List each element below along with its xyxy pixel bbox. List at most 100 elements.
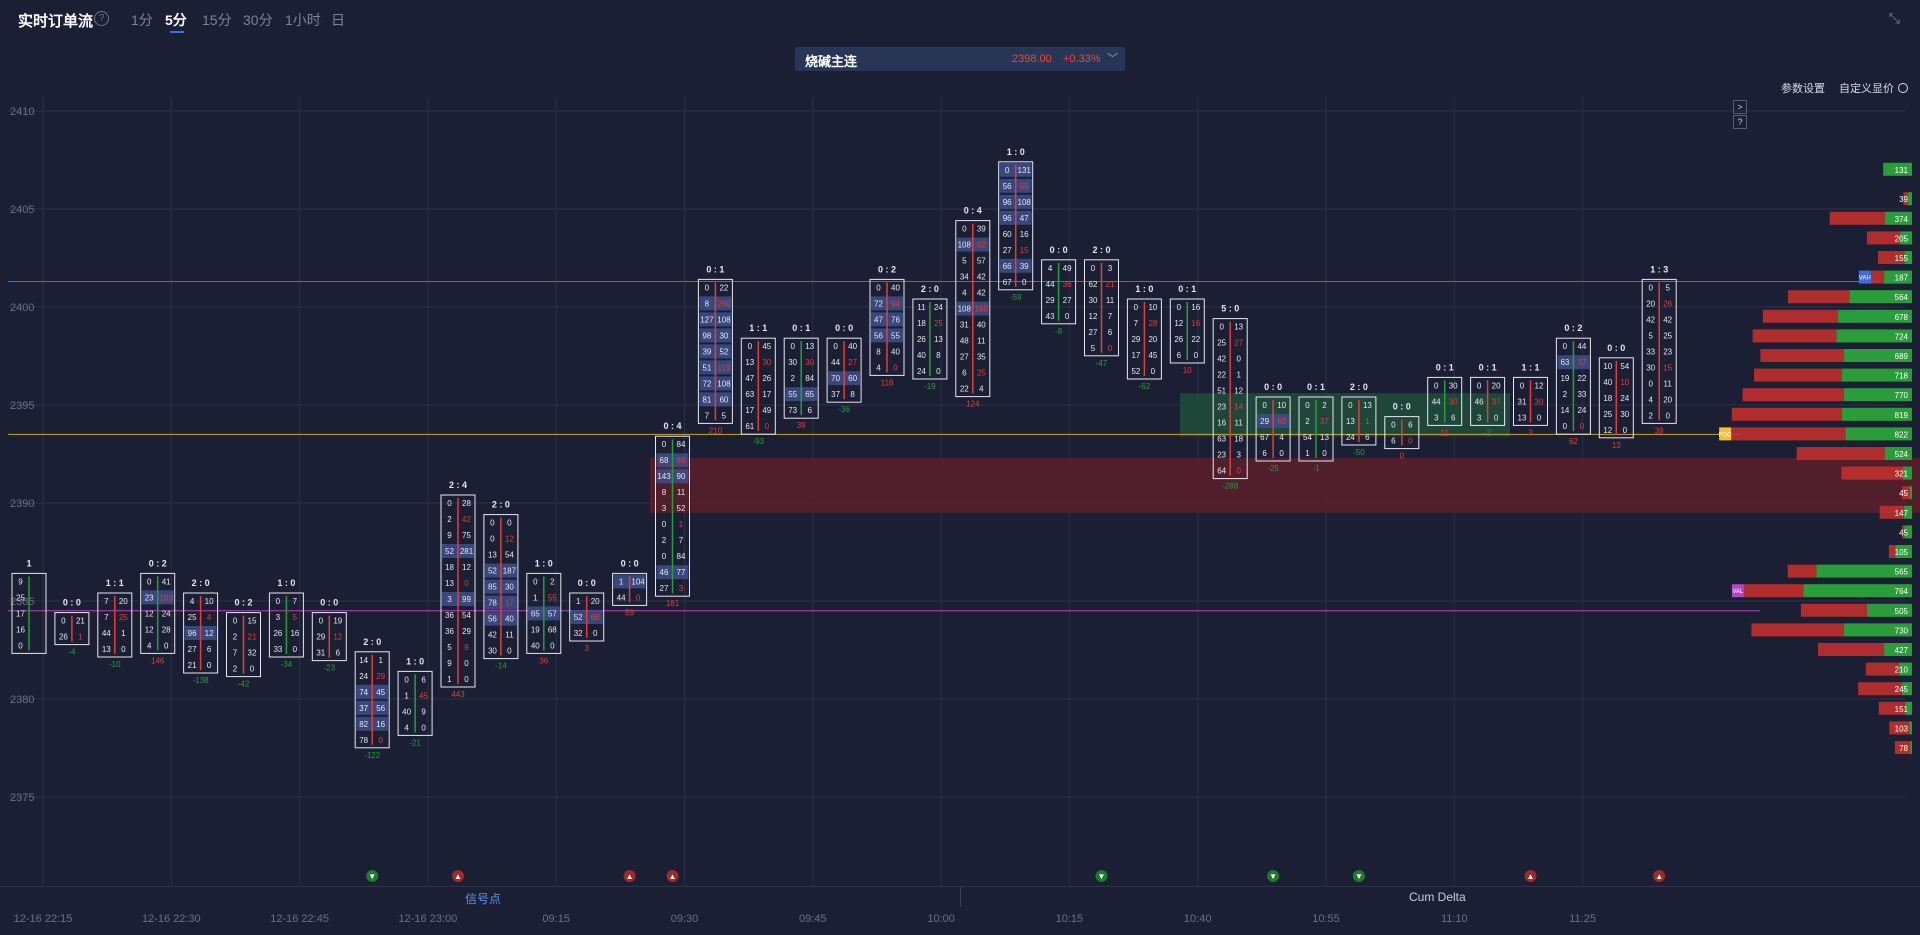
candle-delta: 13 <box>1612 441 1621 450</box>
profile-buy-bar <box>1837 309 1912 323</box>
ask-volume: 2 <box>550 577 555 586</box>
ask-volume: 6 <box>421 675 426 684</box>
bid-volume: 39 <box>702 347 711 356</box>
ask-volume: 0 <box>464 579 469 588</box>
bid-volume: 0 <box>1648 283 1653 292</box>
ask-volume: 54 <box>462 611 471 620</box>
bid-volume: 14 <box>359 656 368 665</box>
ask-volume: 63 <box>1277 417 1286 426</box>
bid-volume: 2 <box>662 536 667 545</box>
bid-volume: 55 <box>788 390 797 399</box>
tab-30min[interactable]: 30分 <box>243 12 273 28</box>
tab-cum-delta[interactable]: Cum Delta <box>1409 890 1466 904</box>
bid-volume: 1 <box>533 593 538 602</box>
candle-ratio-label: 1 : 0 <box>406 656 424 666</box>
bid-volume: 43 <box>1046 312 1055 321</box>
bid-volume: 30 <box>1089 296 1098 305</box>
bid-volume: 0 <box>1477 381 1482 390</box>
tab-1min[interactable]: 1分 <box>131 12 153 28</box>
bid-volume: 44 <box>831 358 840 367</box>
candle-delta: -4 <box>68 648 76 657</box>
ask-volume: 4 <box>979 385 984 394</box>
ask-volume: 22 <box>1577 374 1586 383</box>
bid-volume: 0 <box>1563 422 1568 431</box>
side-help-button[interactable]: ? <box>1733 115 1747 129</box>
tab-1hour[interactable]: 1小时 <box>285 12 321 28</box>
tab-day[interactable]: 日 <box>331 12 345 28</box>
candle-ratio-label: 1 : 0 <box>1135 284 1153 294</box>
ask-volume: 6 <box>1108 328 1113 337</box>
bid-volume: 98 <box>702 331 711 340</box>
bid-volume: 52 <box>1131 367 1140 376</box>
bid-volume: 22 <box>1217 371 1226 380</box>
ask-volume: 7 <box>679 536 684 545</box>
tab-signal-points[interactable]: 信号点 <box>465 892 502 906</box>
ask-volume: 42 <box>462 515 471 524</box>
bid-volume: 0 <box>319 617 324 626</box>
bid-volume: 13 <box>445 579 454 588</box>
candle-ratio-label: 1 : 0 <box>535 558 553 568</box>
candle-ratio-label: 0 : 0 <box>835 323 853 333</box>
candle-box <box>869 278 905 376</box>
y-tick-label: 2410 <box>10 106 34 118</box>
bid-volume: 24 <box>359 672 368 681</box>
profile-total-label: 718 <box>1895 372 1909 381</box>
candle-ratio-label: 0 : 0 <box>320 598 338 608</box>
instrument-selector[interactable]: 烧碱主连 2398.00 +0.33% ﹀ <box>795 47 1125 71</box>
expand-side-button[interactable]: > <box>1733 100 1747 114</box>
bid-volume: 26 <box>59 633 68 642</box>
candle-delta: -47 <box>1096 359 1108 368</box>
signal-arrow-icon: ▲ <box>1527 872 1535 881</box>
custom-price-button[interactable]: 自定义显价 <box>1839 80 1908 96</box>
params-settings-button[interactable]: 参数设置 <box>1781 83 1825 95</box>
tab-5min[interactable]: 5分 <box>165 12 187 28</box>
signal-arrow-icon: ▲ <box>454 872 462 881</box>
y-tick-label: 2405 <box>10 204 34 216</box>
ask-volume: 20 <box>1492 381 1501 390</box>
bid-volume: 1 <box>404 691 409 700</box>
candle-ratio-label: 1 : 0 <box>1007 147 1025 157</box>
profile-sell-bar <box>1818 643 1885 656</box>
help-icon[interactable]: ? <box>94 11 109 26</box>
bid-volume: 0 <box>18 641 23 650</box>
candle-delta: -1 <box>1312 464 1320 473</box>
candle-delta: 443 <box>451 690 465 699</box>
candle-box <box>397 670 433 736</box>
tab-divider <box>960 887 961 907</box>
bid-volume: 67 <box>1260 433 1269 442</box>
profile-buy-bar <box>1909 721 1912 735</box>
bid-volume: 51 <box>1217 387 1226 396</box>
candle-delta: -122 <box>364 751 381 760</box>
profile-total-label: 427 <box>1895 646 1909 655</box>
ask-volume: 7 <box>293 597 298 606</box>
bid-volume: 17 <box>745 406 754 415</box>
ask-volume: 25 <box>977 369 986 378</box>
profile-buy-bar <box>1898 662 1912 676</box>
profile-buy-bar <box>1904 525 1912 539</box>
bid-volume: 0 <box>662 440 667 449</box>
ask-volume: 0 <box>1151 367 1156 376</box>
ask-volume: 4 <box>207 613 212 622</box>
tab-15min[interactable]: 15分 <box>202 12 232 28</box>
bid-volume: 67 <box>1003 278 1012 287</box>
bid-volume: 0 <box>748 342 753 351</box>
ask-volume: 10 <box>1148 303 1157 312</box>
bid-volume: 0 <box>1177 303 1182 312</box>
x-tick-label: 12-16 22:30 <box>142 913 201 925</box>
bid-volume: 2 <box>1305 417 1310 426</box>
bid-volume: 18 <box>445 563 454 572</box>
collapse-icon[interactable]: ⤡ <box>1888 10 1900 26</box>
profile-total-label: 45 <box>1899 489 1908 498</box>
profile-total-label: 724 <box>1895 332 1909 341</box>
ask-volume: 23 <box>1663 347 1672 356</box>
ask-volume: 160 <box>975 305 989 314</box>
ask-volume: 37 <box>1320 417 1329 426</box>
ask-volume: 18 <box>1234 435 1243 444</box>
profile-tag-badge <box>1719 427 1732 441</box>
bid-volume: 6 <box>962 369 967 378</box>
ask-volume: 0 <box>121 645 126 654</box>
bid-volume: 22 <box>960 385 969 394</box>
bid-volume: 72 <box>702 379 711 388</box>
profile-total-label: 524 <box>1895 450 1909 459</box>
